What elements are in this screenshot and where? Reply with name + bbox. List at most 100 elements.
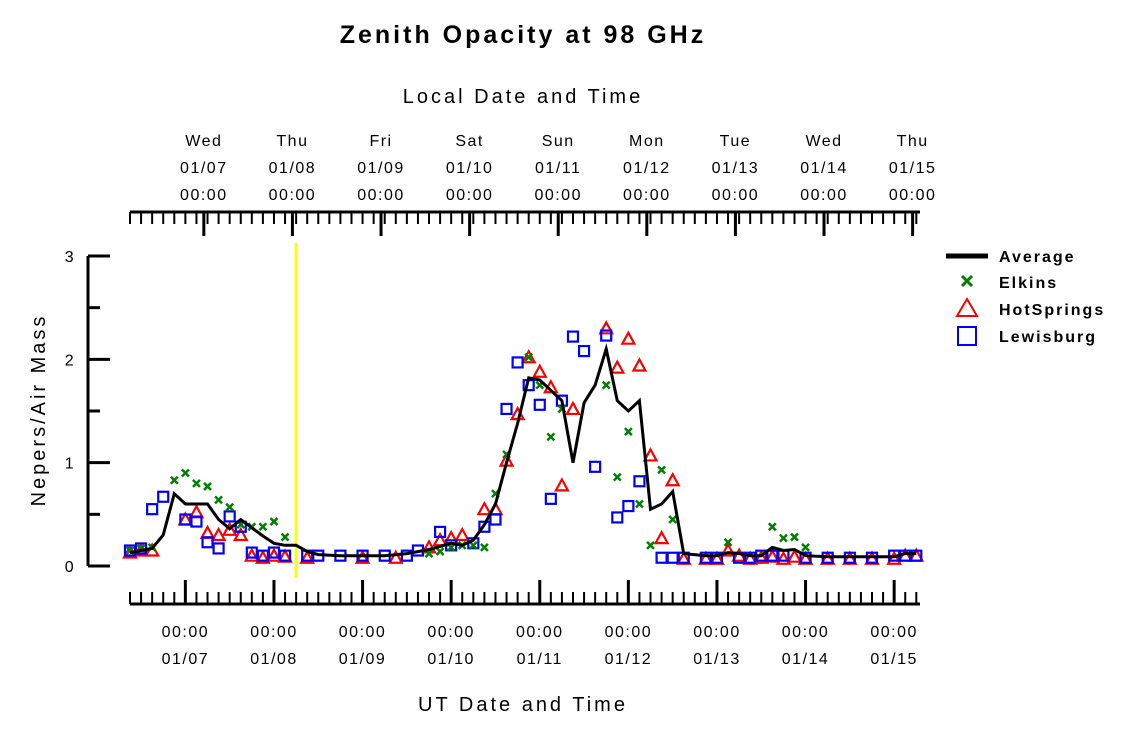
hotsprings-point bbox=[664, 471, 681, 487]
bottom-tick-time-label: 00:00 bbox=[605, 624, 653, 641]
x-stroke bbox=[635, 499, 644, 509]
x-stroke bbox=[203, 482, 212, 491]
legend-triangle-icon bbox=[955, 297, 979, 317]
lewisburg-point bbox=[223, 510, 236, 523]
hotsprings-point bbox=[221, 521, 238, 536]
hotsprings-point bbox=[631, 357, 648, 372]
bottom-tick-time-label: 00:00 bbox=[870, 624, 918, 641]
lewisburg-point bbox=[577, 344, 591, 358]
elkins-point bbox=[790, 532, 799, 542]
x-stroke bbox=[546, 432, 556, 442]
hotsprings-point bbox=[354, 549, 371, 564]
elkins-point bbox=[801, 543, 810, 552]
hotsprings-point bbox=[598, 320, 615, 335]
hotsprings-point bbox=[753, 549, 770, 564]
bottom-tick-date-label: 01/08 bbox=[250, 651, 298, 668]
legend-item-average: Average bbox=[946, 249, 1076, 266]
legend-square-icon bbox=[957, 326, 977, 346]
lewisburg-point bbox=[500, 402, 513, 416]
hotsprings-point bbox=[387, 549, 404, 564]
bottom-tick-time-label: 00:00 bbox=[693, 624, 741, 641]
elkins-point bbox=[269, 517, 279, 526]
hotsprings-point bbox=[786, 548, 803, 563]
lewisburg-point bbox=[146, 503, 159, 516]
elkins-point bbox=[480, 543, 489, 552]
hotsprings-point bbox=[554, 477, 570, 492]
top-tick-time-label: 00:00 bbox=[889, 187, 937, 204]
top-tick-date-label: 01/12 bbox=[623, 160, 671, 177]
bottom-tick-date-label: 01/07 bbox=[162, 651, 210, 668]
x-stroke bbox=[258, 522, 268, 532]
elkins-point bbox=[524, 352, 534, 362]
elkins-point bbox=[601, 380, 611, 390]
bottom-tick-date-label: 01/10 bbox=[427, 651, 475, 668]
y-tick-label: 2 bbox=[65, 352, 75, 369]
elkins-point bbox=[779, 533, 788, 543]
lewisburg-point bbox=[234, 520, 247, 533]
x-stroke bbox=[790, 532, 799, 542]
chart-title: Zenith Opacity at 98 GHz bbox=[340, 21, 707, 49]
x-stroke bbox=[767, 522, 777, 532]
bottom-tick-date-label: 01/09 bbox=[339, 651, 387, 668]
top-tick-date-label: 01/07 bbox=[180, 160, 228, 177]
bottom-tick-date-label: 01/15 bbox=[870, 651, 918, 668]
top-tick-date-label: 01/11 bbox=[535, 160, 581, 177]
top-tick-time-label: 00:00 bbox=[800, 187, 848, 204]
y-tick-label: 1 bbox=[65, 456, 75, 473]
y-axis-label: Nepers/Air Mass bbox=[28, 314, 50, 507]
bottom-tick-time-label: 00:00 bbox=[162, 624, 210, 641]
x-stroke bbox=[424, 549, 434, 558]
lewisburg-point bbox=[566, 330, 580, 343]
hotsprings-point bbox=[232, 526, 249, 542]
legend-label: HotSprings bbox=[999, 302, 1105, 319]
hotsprings-point bbox=[476, 500, 493, 516]
x-stroke bbox=[601, 380, 611, 390]
lewisburg-point bbox=[201, 536, 214, 549]
lewisburg-point bbox=[212, 542, 225, 555]
elkins-point bbox=[280, 532, 290, 542]
hotsprings-point bbox=[454, 526, 471, 542]
bottom-tick-date-label: 01/11 bbox=[517, 651, 563, 668]
legend-label: Lewisburg bbox=[999, 329, 1097, 346]
top-axis-label: Local Date and Time bbox=[403, 86, 643, 108]
top-tick-date-label: 01/09 bbox=[357, 160, 405, 177]
x-stroke bbox=[960, 274, 974, 288]
elkins-point bbox=[180, 468, 190, 478]
top-tick-time-label: 00:00 bbox=[180, 187, 228, 204]
hotsprings-point bbox=[720, 542, 736, 557]
hotsprings-point bbox=[255, 549, 271, 564]
lewisburg-point bbox=[511, 356, 524, 369]
top-tick-time-label: 00:00 bbox=[712, 187, 760, 204]
x-stroke bbox=[646, 540, 655, 550]
top-tick-date-label: 01/10 bbox=[446, 160, 494, 177]
elkins-point bbox=[169, 475, 179, 485]
top-tick-day-label: Wed bbox=[185, 133, 222, 150]
hotsprings-point bbox=[565, 400, 581, 416]
top-tick-time-label: 00:00 bbox=[534, 187, 582, 204]
x-stroke bbox=[280, 532, 290, 542]
x-stroke bbox=[435, 547, 445, 556]
legend-label: Average bbox=[999, 249, 1076, 266]
bottom-tick-date-label: 01/14 bbox=[782, 651, 830, 668]
hotsprings-point bbox=[609, 359, 626, 374]
bottom-tick-time-label: 00:00 bbox=[782, 624, 830, 641]
top-tick-date-label: 01/15 bbox=[889, 160, 937, 177]
lewisburg-point bbox=[278, 549, 292, 562]
lewisburg-point bbox=[533, 398, 546, 411]
x-stroke bbox=[180, 468, 190, 478]
x-stroke bbox=[480, 543, 489, 552]
lewisburg-point bbox=[622, 499, 635, 513]
elkins-point bbox=[623, 427, 633, 437]
elkins-point bbox=[612, 472, 622, 482]
legend-item-elkins: Elkins bbox=[960, 274, 1056, 292]
lewisburg-point bbox=[489, 513, 502, 526]
series-group bbox=[122, 320, 925, 565]
top-tick-day-label: Sun bbox=[542, 133, 575, 150]
hotsprings-point bbox=[886, 550, 903, 565]
lewisburg-point bbox=[157, 490, 170, 503]
hotsprings-point bbox=[775, 550, 792, 565]
hotsprings-point bbox=[520, 348, 537, 364]
elkins-point bbox=[192, 478, 201, 488]
x-stroke bbox=[169, 475, 179, 485]
